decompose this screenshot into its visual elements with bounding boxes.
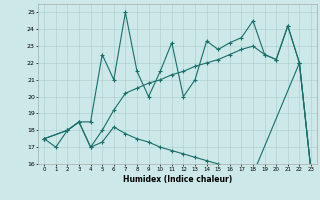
X-axis label: Humidex (Indice chaleur): Humidex (Indice chaleur)	[123, 175, 232, 184]
